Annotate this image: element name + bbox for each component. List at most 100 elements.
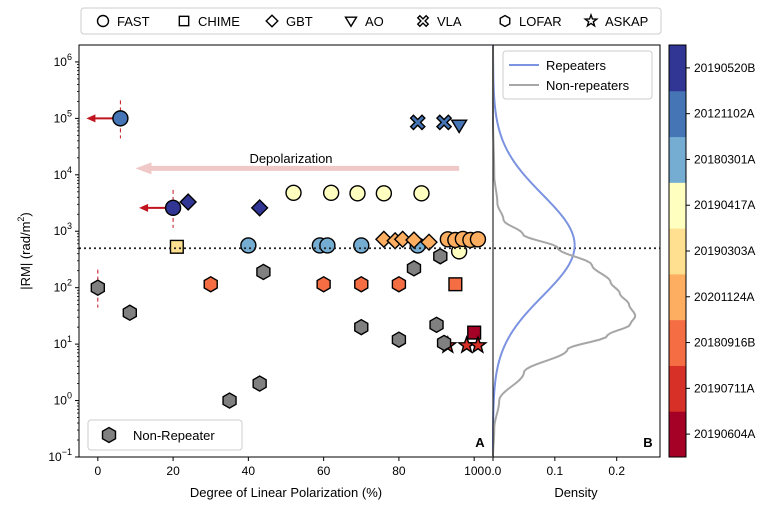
upper-limit-arrow-head [86,114,96,123]
legend-fast-marker [96,14,110,28]
data-point-20180916b-33 [448,277,463,292]
panel-a-xlabel: Degree of Linear Polarization (%) [190,485,382,500]
panel-a-ylabel: |RM| (rad/m2) [16,212,33,290]
data-point-20121102a-6 [450,119,468,134]
depolarization-label: Depolarization [249,151,332,166]
data-point-non_repeater-47 [433,247,448,265]
panel-b-xlabel: Density [554,485,598,500]
data-point-non_repeater-38 [90,279,106,296]
panel-b-xtick-label: 0.2 [608,464,625,478]
data-point-20190303a-13 [169,239,184,254]
legend-lofar-marker [499,14,511,28]
data-point-20180916b-32 [391,275,407,293]
density-legend: Repeaters Non-repeaters [502,50,653,100]
upper-limit-arrow-head [139,203,149,212]
data-point-20180916b-31 [354,275,369,293]
legend-vla-marker [416,14,430,28]
colorbar-segment-20180301a [669,136,686,183]
legend-fast-label: FAST [117,14,150,29]
legend-ao-label: AO [365,14,384,29]
data-point-20121102a-4 [409,114,426,131]
data-point-non_repeater-42 [256,263,271,281]
data-point-20190417a-11 [413,185,430,202]
non-repeater-legend: Non-Repeater [87,419,243,451]
panel-a-ytick-label: 103 [54,221,72,238]
data-point-20201124a-23 [420,233,438,252]
legend-lofar-label: LOFAR [519,14,562,29]
data-point-20190604a-34 [467,325,482,340]
data-point-20190417a-8 [322,184,340,201]
legend-chime-marker [178,15,190,27]
data-point-20190417a-9 [349,185,366,202]
panel-a-xtick-label: 0 [94,464,101,478]
colorbar-label-20190520b: 20190520B [694,61,755,75]
colorbar-segment-20201124a [669,273,686,321]
data-point-20180301a-14 [240,237,257,254]
panel-a-ytick-label: 10−1 [48,447,72,464]
panel-b: 0.0 0.1 0.2 B Density Repeaters Non-repeat… [485,44,661,500]
colorbar-segment-20190604a [669,411,686,458]
colorbar-label-20190711a: 20190711A [694,381,755,395]
panel-a-ytick-label: 104 [54,165,72,182]
panel-a-xtick-label: 20 [166,464,180,478]
panel-a-xtick-label: 40 [242,464,256,478]
data-point-non_repeater-44 [391,331,407,348]
data-point-non_repeater-43 [354,318,369,336]
panel-a-frame [78,44,494,458]
data-point-20180301a-16 [319,237,336,254]
colorbar-label-20180916b: 20180916B [694,336,755,350]
data-point-non_repeater-48 [436,334,452,352]
data-point-20201124a-21 [393,230,412,249]
panel-a: 0 20 40 60 80 100 10−1 100 101 102 103 104 105 106 De… [16,44,660,500]
panel-a-ytick-label: 102 [54,278,72,295]
legend-chime-label: CHIME [198,14,240,29]
legend-ao-marker [344,16,358,28]
colorbar-label-20190417a: 20190417A [694,198,755,212]
data-point-20201124a-19 [374,230,393,249]
panel-a-xtick-label: 80 [392,464,406,478]
panel-a-ytick-label: 101 [54,334,72,351]
data-point-20190520b-2 [179,193,198,211]
data-point-non_repeater-39 [122,304,138,322]
panel-a-xtick-label: 60 [317,464,331,478]
panel-b-frame [492,44,661,458]
panel-a-ytick-label: 100 [54,391,72,408]
legend-vla-label: VLA [437,14,462,29]
data-point-non_repeater-46 [429,316,444,334]
colorbar-label-20190303a: 20190303A [694,244,755,258]
marker-legend: FAST CHIME GBT AO VLA LOFAR ASKAP [80,7,662,35]
colorbar-segment-20190417a [669,182,686,229]
data-point-20201124a-28 [469,231,487,248]
data-point-20180916b-30 [316,275,331,293]
legend-gbt-label: GBT [286,14,313,29]
panel-b-label: B [643,435,652,450]
legend-repeaters-label: Repeaters [546,58,606,73]
repeaters-density-curve [492,44,576,458]
colorbar: 20190604A 20190711A 20180916B 20201124A 2019… [668,44,755,458]
data-point-20190417a-7 [285,184,302,201]
data-point-20121102a-0 [112,110,129,127]
panel-b-xtick-label: 0.1 [547,464,564,478]
non-repeater-legend-label: Non-Repeater [133,428,215,443]
data-point-20190417a-10 [375,185,393,202]
panel-a-ytick-label: 105 [54,108,72,125]
data-point-non_repeater-45 [406,260,422,277]
panel-a-label: A [475,435,485,450]
data-point-non_repeater-40 [222,392,237,409]
legend-askap-label: ASKAP [605,14,648,29]
data-point-20201124a-22 [405,231,423,249]
panel-b-xtick-label: 0.0 [485,464,502,478]
non-repeater-legend-marker [101,426,117,444]
data-point-20121102a-5 [435,114,453,131]
colorbar-segment-20190303a [669,228,686,275]
data-point-20180301a-17 [353,237,370,254]
colorbar-frame [668,44,687,458]
legend-gbt-marker [265,14,279,28]
legend-askap-marker [583,12,599,28]
panel-a-xtick-label: 100 [464,464,484,478]
colorbar-segment-20121102a [669,90,686,138]
data-point-non_repeater-41 [252,375,267,392]
data-point-20190711a-37 [468,335,488,354]
panel-a-ytick-label: 106 [54,52,72,69]
